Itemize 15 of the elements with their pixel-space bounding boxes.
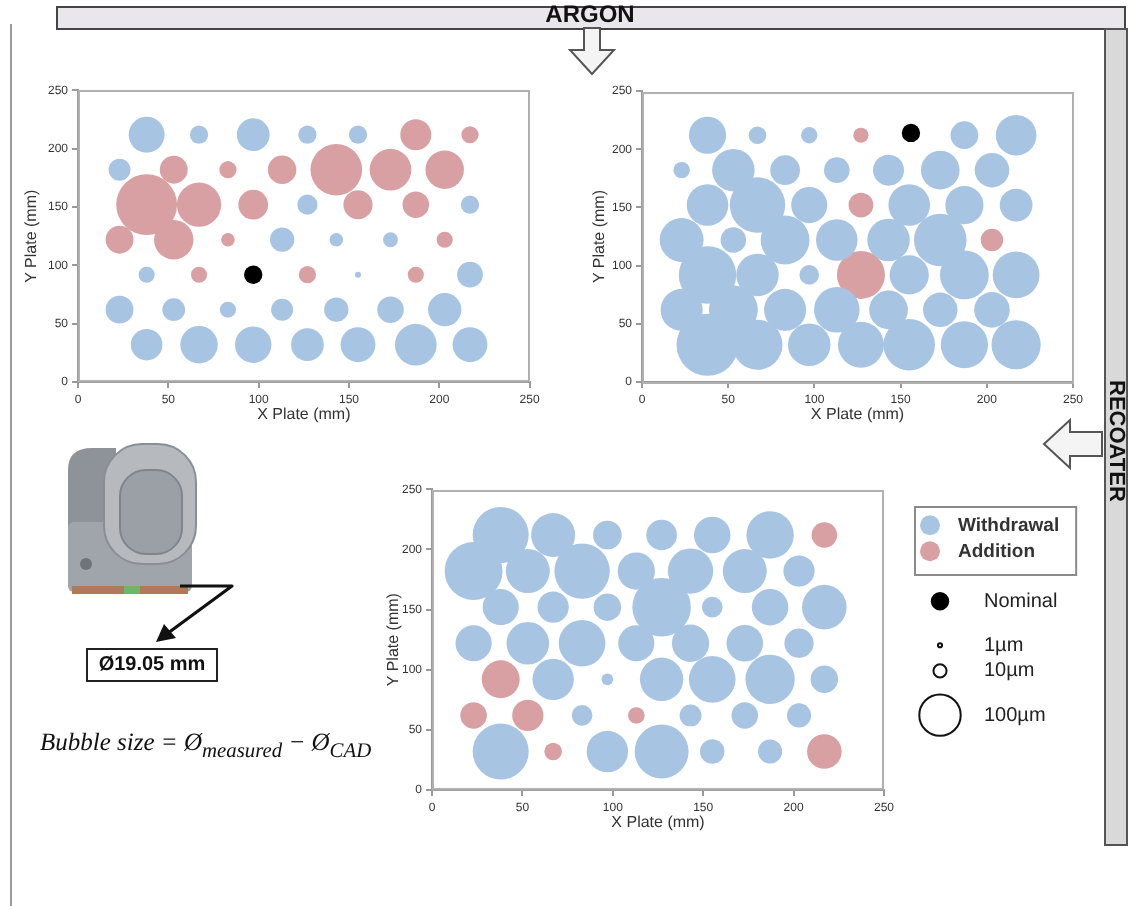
- y-axis-title: Y Plate (mm): [590, 189, 609, 284]
- legend-label: Withdrawal: [958, 514, 1060, 537]
- legend-label: Nominal: [984, 590, 1058, 613]
- legend-label: 1µm: [984, 634, 1024, 657]
- text: Bubble size = Ø$_{measured}$ − Ø$_{CAD}$: [40, 726, 372, 767]
- legend-label: 10µm: [984, 660, 1035, 683]
- text: RECOATER: [1102, 377, 1130, 506]
- x-axis-title: X Plate (mm): [810, 404, 905, 423]
- y-axis-title: Y Plate (mm): [384, 592, 403, 687]
- legend-label: Addition: [958, 540, 1036, 563]
- x-axis-title: X Plate (mm): [611, 812, 706, 831]
- text: ARGON: [543, 0, 637, 28]
- legend-label: 100µm: [984, 704, 1046, 727]
- x-axis-title: X Plate (mm): [257, 404, 352, 423]
- y-axis-title: Y Plate (mm): [22, 189, 41, 283]
